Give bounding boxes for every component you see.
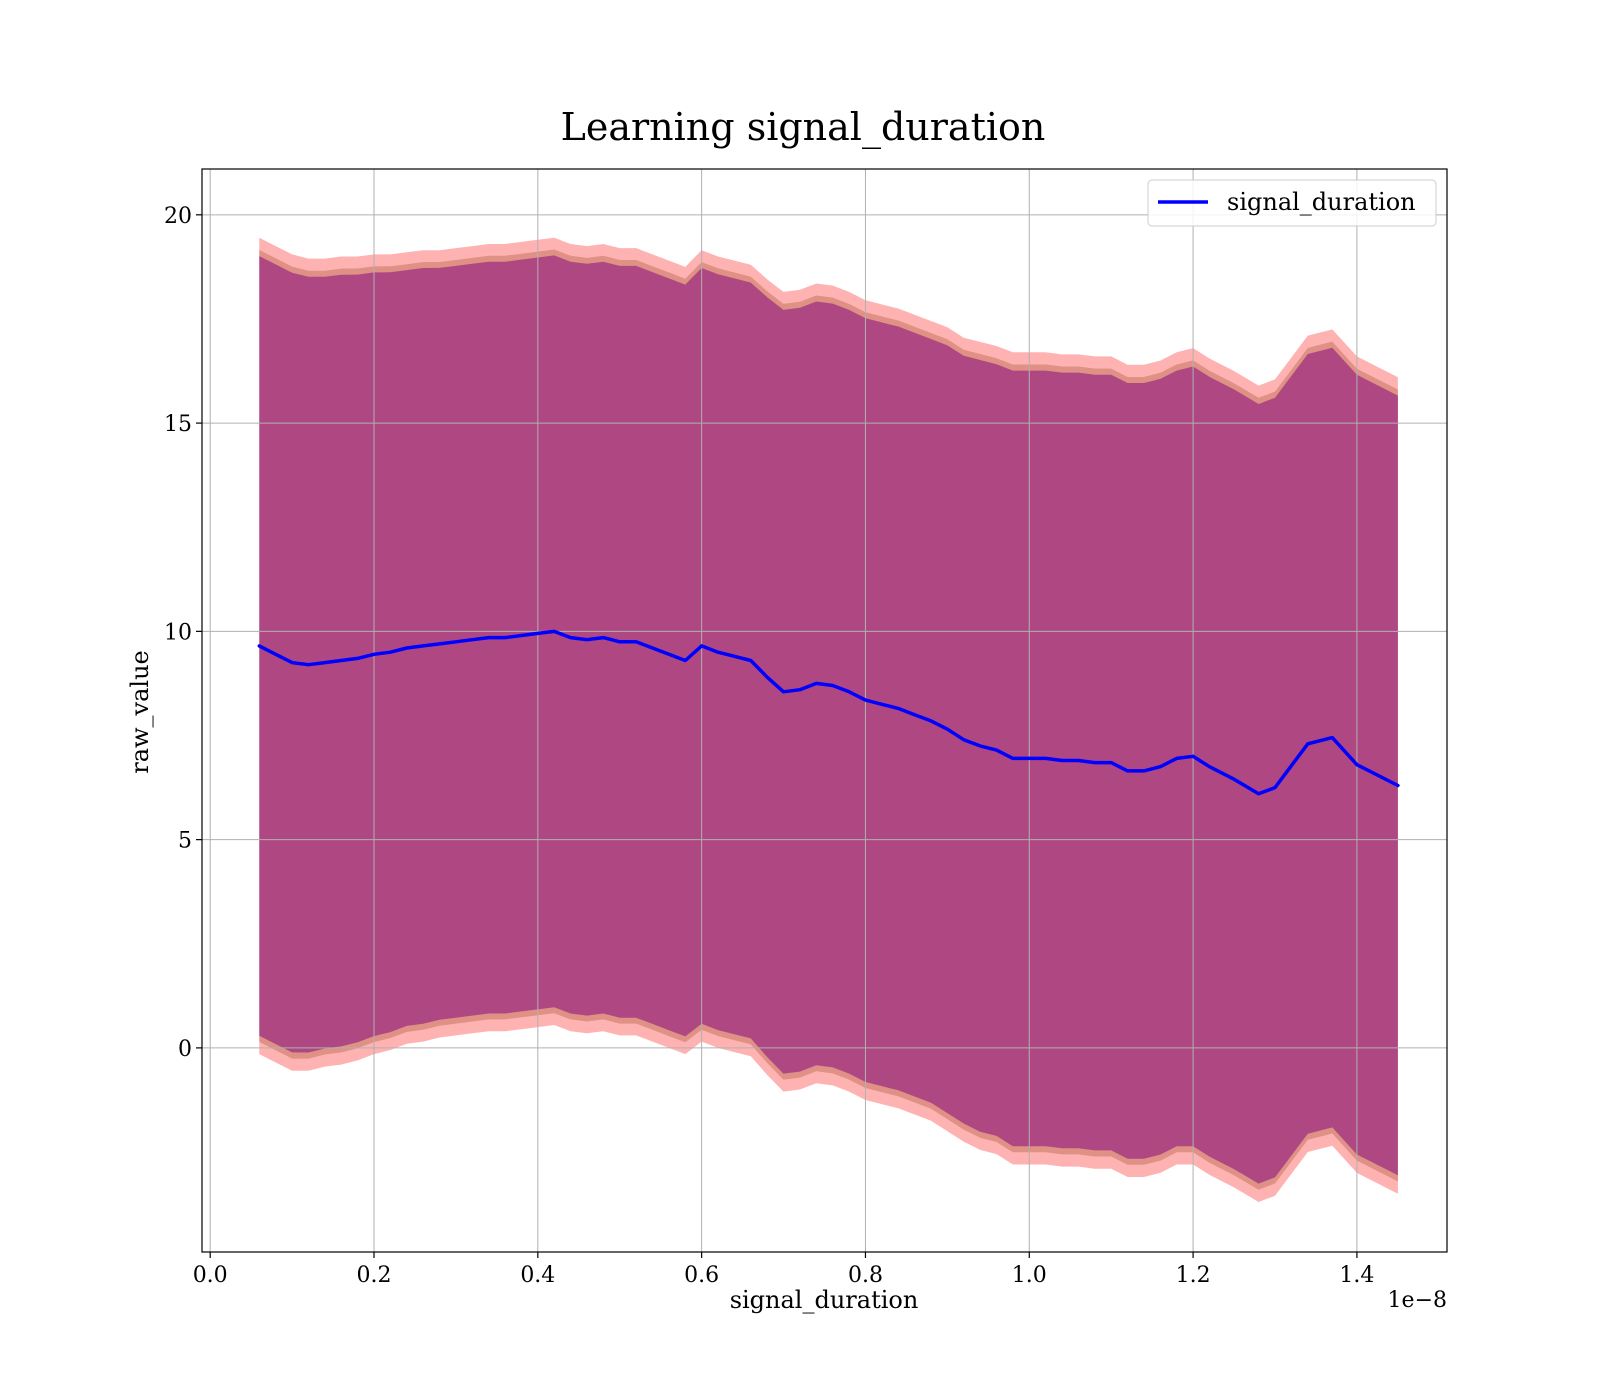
y-tick-label: 10 [164,620,192,645]
y-tick-label: 5 [178,829,192,854]
x-tick-label: 0.8 [848,1263,883,1288]
series-line-signal-duration [257,629,1400,796]
x-tick-label: 0.2 [357,1263,392,1288]
x-tick-label: 0.0 [193,1263,228,1288]
legend-box [1147,179,1437,227]
legend-label: signal_duration [1227,188,1416,216]
y-tick-label: 15 [164,412,192,437]
chart-title: Learning signal_duration [561,105,1046,150]
y-tick-label: 20 [164,204,192,229]
series-line-layer [257,629,1400,796]
x-tick-label: 0.4 [520,1263,555,1288]
grid-lines [202,169,1447,1252]
x-tick-label: 1.0 [1012,1263,1047,1288]
x-tick-label: 0.6 [684,1263,719,1288]
plot-frame [201,168,1448,1253]
legend: signal_duration [1147,179,1437,227]
x-axis-offset-label: 1e−8 [1388,1288,1447,1313]
std-band-inner [259,255,1398,1184]
std-bands [259,237,1398,1202]
x-tick-label: 1.4 [1339,1263,1374,1288]
axis-ticks: 0.0 0.2 0.4 0.6 0.8 1.0 1.2 1.4 0 5 10 15 20 [164,204,1374,1288]
y-axis-label: raw_value [126,650,154,774]
x-axis-label: signal_duration [730,1286,919,1314]
y-tick-label: 0 [178,1037,192,1062]
x-tick-label: 1.2 [1176,1263,1211,1288]
